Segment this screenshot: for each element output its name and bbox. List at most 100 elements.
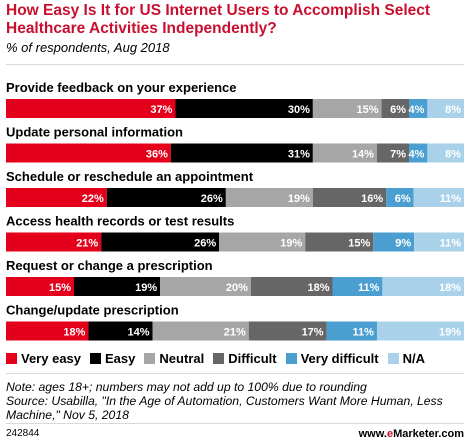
bar-segment	[152, 321, 249, 341]
bar-segment	[6, 99, 176, 118]
bar-segment	[219, 232, 306, 252]
bar-segment	[386, 188, 414, 207]
bar-segment	[382, 277, 464, 296]
data-label: 11%	[440, 193, 462, 205]
data-label: 8%	[445, 149, 461, 161]
legend-divider	[6, 373, 464, 374]
brand-prefix: www.	[358, 428, 387, 440]
legend-item: Difficult	[213, 351, 277, 366]
data-label: 19%	[288, 193, 310, 205]
legend-swatch	[90, 353, 102, 364]
chart-title: How Easy Is It for US Internet Users to …	[6, 2, 431, 37]
bar-segment	[6, 143, 171, 163]
bar-segment	[409, 143, 428, 163]
data-label: 26%	[194, 238, 216, 250]
legend-item: Very easy	[6, 351, 81, 366]
chart-id: 242844	[6, 428, 40, 439]
bar-segment	[74, 277, 161, 296]
bar-segment	[381, 99, 410, 118]
source-text: Source: Usabilla, "In the Age of Automat…	[6, 394, 443, 422]
category-label: Provide feedback on your experience	[6, 80, 236, 95]
bar-segment	[160, 277, 251, 296]
legend-item: Neutral	[144, 351, 204, 366]
bar-segment	[88, 321, 153, 341]
bar-segment	[175, 99, 313, 118]
data-label: 21%	[224, 327, 246, 339]
legend-label: Neutral	[159, 351, 205, 366]
bar-segment	[312, 99, 382, 118]
data-label: 15%	[357, 104, 379, 116]
data-label: 4%	[408, 104, 424, 116]
legend-label: N/A	[402, 351, 425, 366]
data-label: 15%	[49, 282, 71, 294]
data-label: 11%	[358, 282, 380, 294]
data-label: 22%	[82, 193, 104, 205]
bar-segment	[427, 99, 464, 118]
bar-segment	[326, 321, 377, 341]
legend-swatch	[6, 353, 17, 364]
bar-segment	[376, 321, 464, 341]
data-label: 14%	[128, 327, 150, 339]
data-label: 17%	[302, 327, 324, 339]
data-label: 8%	[445, 104, 461, 116]
bar-segment	[106, 188, 226, 207]
bar-segment	[427, 143, 464, 163]
data-label: 16%	[361, 193, 383, 205]
bar-segment	[414, 232, 464, 252]
data-label: 26%	[201, 193, 223, 205]
category-label: Access health records or test results	[6, 214, 234, 229]
category-label: Update personal information	[6, 125, 183, 140]
bar-segment	[413, 188, 464, 207]
data-label: 7%	[390, 149, 406, 161]
category-label: Change/update prescription	[6, 303, 179, 318]
bar-segment	[6, 188, 107, 207]
chart-notes: Note: ages 18+; numbers may not add up t…	[6, 380, 466, 422]
legend-label: Easy	[105, 351, 136, 366]
footer: 242844 www.eMarketer.com	[6, 428, 464, 440]
legend-item: Very difficult	[285, 351, 379, 366]
legend-label: Very difficult	[300, 351, 379, 366]
legend-swatch	[213, 353, 225, 364]
chart-legend: Very easy Easy Neutral Difficult Very diffic…	[6, 351, 466, 366]
bar-segment	[248, 321, 327, 341]
bar-segment	[312, 188, 387, 207]
data-label: 30%	[288, 104, 310, 116]
emarketer-logo[interactable]: www.eMarketer.com	[359, 428, 464, 440]
data-label: 15%	[348, 238, 370, 250]
legend-swatch	[387, 353, 399, 364]
bar-segment	[101, 232, 220, 252]
legend-item: Easy	[90, 351, 135, 366]
legend-label: Very easy	[21, 351, 82, 366]
brand-e: e	[386, 428, 394, 440]
category-label: Request or change a prescription	[6, 258, 213, 273]
note-text: Note: ages 18+; numbers may not add up t…	[6, 380, 367, 394]
bar-segment	[250, 277, 333, 296]
bar-segment	[332, 277, 383, 296]
data-label: 21%	[76, 238, 98, 250]
data-label: 9%	[395, 238, 411, 250]
data-label: 11%	[353, 327, 375, 339]
bar-segment	[6, 277, 75, 296]
data-label: 6%	[395, 193, 411, 205]
bar-segment	[376, 143, 410, 163]
data-label: 19%	[280, 238, 302, 250]
category-label: Schedule or reschedule an appointment	[6, 169, 254, 184]
footer-divider	[6, 423, 464, 424]
data-label: 6%	[390, 104, 406, 116]
bar-segment	[373, 232, 415, 252]
bar-segment	[225, 188, 313, 207]
stacked-bar-chart: Provide feedback on your experience 37% 30…	[6, 80, 464, 341]
data-label: 18%	[63, 327, 85, 339]
data-label: 18%	[439, 282, 461, 294]
brand-suffix: Marketer.com	[393, 428, 464, 440]
legend-swatch	[144, 353, 156, 364]
data-label: 19%	[135, 282, 157, 294]
data-label: 36%	[146, 149, 168, 161]
data-label: 14%	[352, 149, 374, 161]
data-label: 31%	[288, 149, 310, 161]
data-label: 11%	[440, 238, 462, 250]
bar-segment	[6, 321, 89, 341]
data-label: 37%	[150, 104, 172, 116]
bar-segment	[170, 143, 313, 163]
bar-segment	[6, 232, 102, 252]
